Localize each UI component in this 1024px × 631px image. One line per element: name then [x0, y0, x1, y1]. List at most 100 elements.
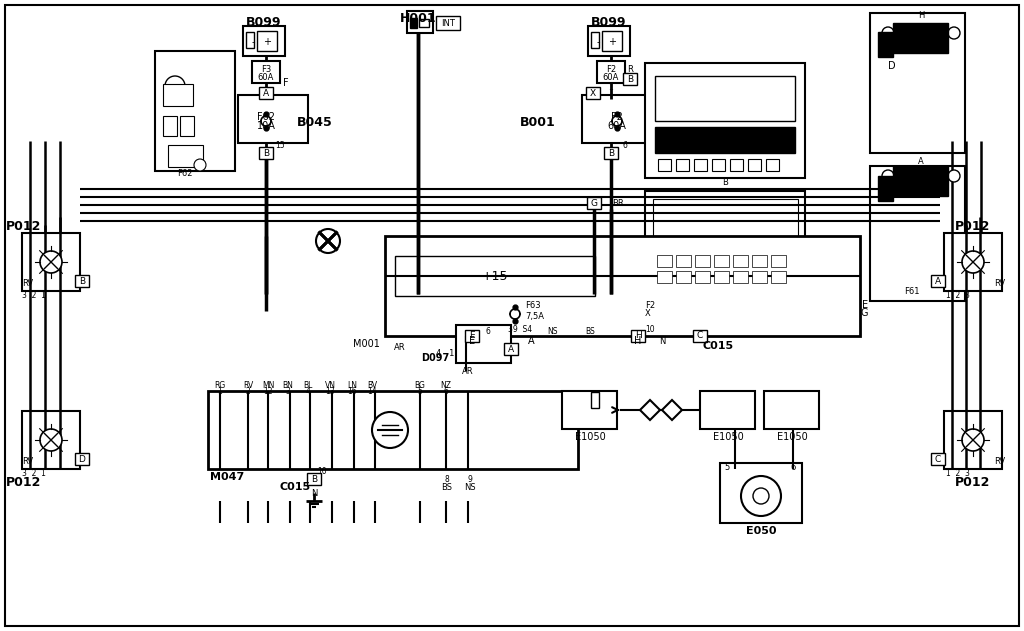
Text: 15: 15: [275, 141, 285, 151]
Text: 2: 2: [246, 387, 251, 396]
Circle shape: [40, 251, 62, 273]
Bar: [456, 325, 511, 363]
Bar: [878, 32, 893, 57]
Text: H: H: [635, 331, 641, 341]
Bar: [878, 176, 893, 201]
Text: B: B: [79, 276, 85, 285]
Bar: [562, 391, 617, 429]
Bar: [75, 453, 89, 465]
Text: LN: LN: [347, 380, 357, 389]
Text: RV: RV: [994, 278, 1006, 288]
Text: NZ: NZ: [440, 380, 452, 389]
Circle shape: [741, 476, 781, 516]
Bar: [246, 32, 254, 48]
Bar: [657, 255, 672, 267]
Bar: [238, 95, 308, 143]
Bar: [730, 159, 743, 171]
Text: 13: 13: [326, 387, 335, 396]
Bar: [720, 463, 802, 523]
Text: 39  S4: 39 S4: [508, 324, 532, 334]
Bar: [676, 159, 689, 171]
Bar: [623, 73, 637, 85]
Text: N: N: [311, 488, 317, 497]
Text: B001: B001: [520, 117, 556, 129]
Circle shape: [882, 27, 894, 39]
Bar: [931, 453, 945, 465]
Text: +: +: [263, 37, 271, 47]
Circle shape: [40, 429, 62, 451]
Bar: [700, 391, 755, 429]
Bar: [752, 255, 767, 267]
Bar: [586, 87, 600, 99]
Text: 6: 6: [623, 141, 628, 151]
Text: 1: 1: [218, 387, 222, 396]
Bar: [163, 84, 193, 106]
Text: -: -: [596, 37, 600, 47]
Circle shape: [962, 251, 984, 273]
Text: 12: 12: [263, 387, 272, 396]
Bar: [771, 271, 786, 283]
Text: INT: INT: [441, 18, 455, 28]
Text: BS: BS: [585, 326, 595, 336]
Bar: [893, 23, 948, 53]
Circle shape: [962, 429, 984, 451]
Text: H: H: [634, 336, 642, 346]
Text: 3  2  1: 3 2 1: [22, 469, 46, 478]
Text: A: A: [263, 88, 269, 98]
Text: F61: F61: [904, 286, 920, 295]
Text: NS: NS: [548, 326, 558, 336]
Text: X: X: [590, 88, 596, 98]
Text: BL: BL: [303, 380, 312, 389]
Text: B: B: [722, 178, 728, 187]
Bar: [155, 51, 234, 171]
Text: 1: 1: [608, 83, 613, 93]
Bar: [419, 19, 429, 27]
Text: D097: D097: [421, 353, 450, 363]
Bar: [694, 159, 707, 171]
Bar: [591, 392, 599, 408]
Bar: [752, 271, 767, 283]
Text: 3  2  1: 3 2 1: [22, 292, 46, 300]
Circle shape: [194, 159, 206, 171]
Circle shape: [882, 170, 894, 182]
Bar: [712, 159, 725, 171]
Text: 5: 5: [418, 387, 423, 396]
Bar: [733, 255, 748, 267]
Text: M001: M001: [353, 339, 380, 349]
Bar: [307, 473, 321, 485]
Bar: [75, 275, 89, 287]
Text: VN: VN: [325, 380, 336, 389]
Text: A: A: [935, 276, 941, 285]
Text: A: A: [919, 156, 924, 165]
Text: 6: 6: [791, 463, 796, 471]
Text: F62: F62: [257, 112, 275, 122]
Text: 7,5A: 7,5A: [525, 312, 544, 321]
Text: 16: 16: [347, 387, 356, 396]
Text: B099: B099: [591, 16, 627, 30]
Text: D: D: [888, 61, 896, 71]
Bar: [407, 11, 433, 33]
Bar: [748, 159, 761, 171]
Text: BV: BV: [367, 380, 377, 389]
Circle shape: [165, 76, 185, 96]
Text: AR: AR: [462, 367, 474, 375]
Bar: [208, 391, 578, 469]
Text: B099: B099: [246, 16, 282, 30]
Bar: [645, 63, 805, 178]
Text: BG: BG: [415, 380, 425, 389]
Text: B: B: [627, 74, 633, 83]
Bar: [645, 191, 805, 301]
Text: E1050: E1050: [713, 432, 743, 442]
Bar: [252, 61, 280, 83]
Circle shape: [948, 170, 961, 182]
Text: BS: BS: [441, 483, 453, 493]
Bar: [436, 16, 460, 30]
Text: F2: F2: [611, 112, 623, 122]
Text: 10: 10: [645, 324, 654, 334]
Text: B: B: [311, 475, 317, 483]
Bar: [257, 31, 278, 51]
Text: 9: 9: [468, 475, 472, 483]
Text: C015: C015: [702, 341, 733, 351]
Bar: [582, 95, 652, 143]
Text: RV: RV: [243, 380, 253, 389]
